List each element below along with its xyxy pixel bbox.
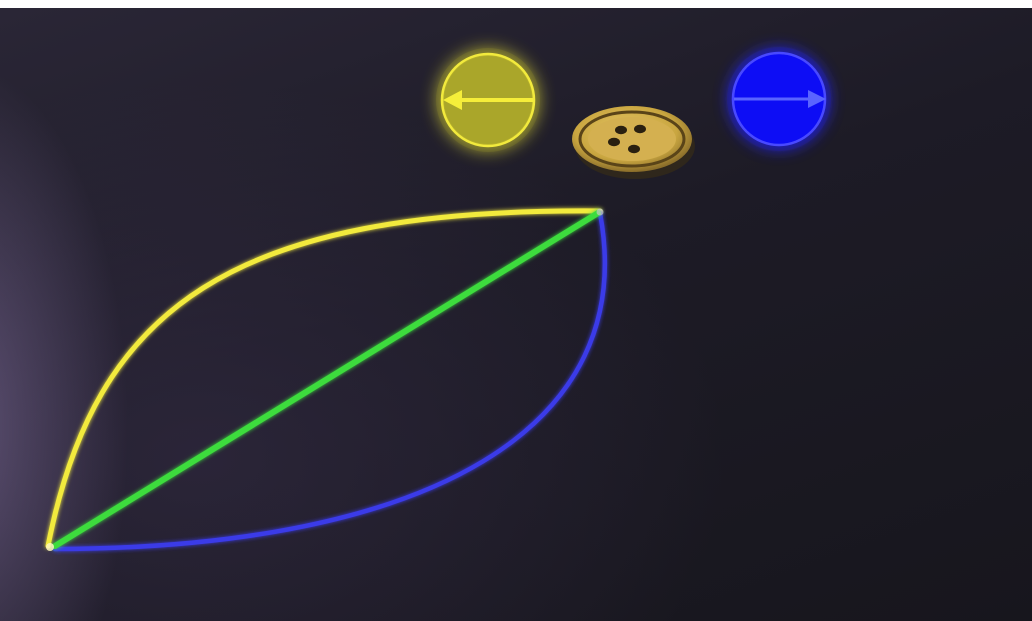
lower-curve[interactable]	[52, 210, 607, 552]
game-scene	[45, 47, 831, 552]
game-stage[interactable]	[0, 8, 1032, 621]
yellow-orb-button[interactable]	[436, 48, 540, 152]
blue-orb-button[interactable]	[727, 47, 831, 151]
connector-line[interactable]	[52, 210, 601, 549]
arrow-left-icon	[443, 90, 533, 110]
sewing-button-icon[interactable]	[572, 106, 695, 179]
upper-curve[interactable]	[45, 208, 603, 549]
end-node[interactable]	[596, 208, 604, 216]
start-node[interactable]	[46, 543, 54, 551]
arrow-right-icon	[734, 90, 826, 108]
